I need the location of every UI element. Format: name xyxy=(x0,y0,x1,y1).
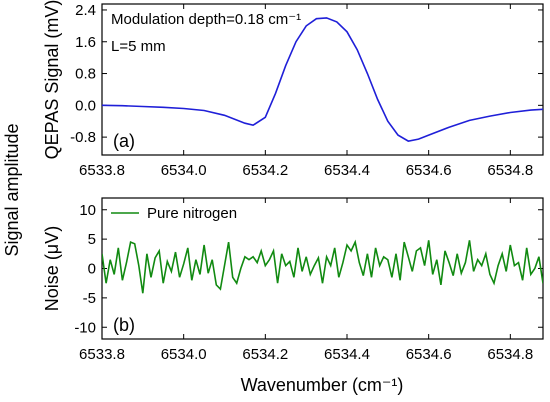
x-tick-label: 6533.8 xyxy=(79,162,125,179)
x-tick-label: 6534.2 xyxy=(242,346,288,363)
panel-b: 6533.8 6534.0 6534.2 6534.4 6534.6 6534.8 10 5 0… xyxy=(42,197,544,363)
y-tick-label: -5 xyxy=(83,290,96,307)
panel-a: 6533.8 6534.0 6534.2 6534.4 6534.6 6534.8 2.4 1… xyxy=(42,0,544,179)
panel-label: (a) xyxy=(113,131,135,151)
outer-y-label: Signal amplitude xyxy=(2,123,22,256)
x-tick-label: 6534.0 xyxy=(161,346,207,363)
y-tick-label: 0 xyxy=(88,261,96,278)
y-tick-label: 2.4 xyxy=(75,2,96,19)
x-tick-label: 6534.6 xyxy=(406,346,452,363)
series-line xyxy=(102,239,543,294)
x-tick-label: 6534.4 xyxy=(324,346,370,363)
x-tick-label: 6534.2 xyxy=(242,162,288,179)
x-tick-label: 6534.4 xyxy=(324,162,370,179)
y-tick-label: 10 xyxy=(79,202,96,219)
y-axis-label: Noise (μV) xyxy=(42,226,62,311)
y-tick-label: 5 xyxy=(88,231,96,248)
x-tick-label: 6533.8 xyxy=(79,346,125,363)
x-tick-label: 6534.8 xyxy=(487,346,533,363)
annotation-modulation-depth: Modulation depth=0.18 cm⁻¹ xyxy=(111,11,301,28)
plot-frame xyxy=(101,3,544,156)
x-tick-label: 6534.6 xyxy=(406,162,452,179)
x-tick-label: 6534.8 xyxy=(487,162,533,179)
y-tick-label: 0.0 xyxy=(75,97,96,114)
y-tick-label: -0.8 xyxy=(70,129,96,146)
panel-label: (b) xyxy=(113,315,135,335)
series-line xyxy=(102,17,543,142)
y-tick-label: -10 xyxy=(74,319,96,336)
y-tick-label: 1.6 xyxy=(75,34,96,51)
annotation-length: L=5 mm xyxy=(111,38,166,55)
x-axis-label: Wavenumber (cm⁻¹) xyxy=(241,375,404,395)
y-axis-label: QEPAS Signal (mV) xyxy=(42,0,62,159)
y-tick-label: 0.8 xyxy=(75,66,96,83)
x-tick-label: 6534.0 xyxy=(161,162,207,179)
legend-label: Pure nitrogen xyxy=(147,205,237,222)
